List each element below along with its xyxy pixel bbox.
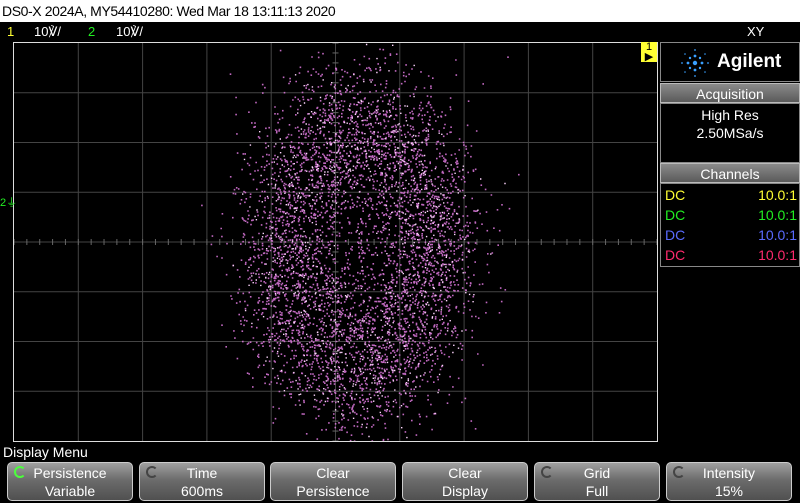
channel-probe: 10.0:1 <box>758 187 797 203</box>
channel-probe: 10.0:1 <box>758 207 797 223</box>
waveform-display[interactable] <box>13 42 658 442</box>
side-panel: Agilent Acquisition High Res 2.50MSa/s C… <box>660 42 800 272</box>
brand-logo: Agilent <box>660 42 800 82</box>
timebase-mode[interactable]: XY <box>747 24 765 39</box>
clear-display-softkey[interactable]: Clear Display <box>402 462 528 501</box>
ch2-number[interactable]: 2 <box>88 24 96 39</box>
intensity-softkey[interactable]: Intensity 15% <box>666 462 792 501</box>
channel-probe: 10.0:1 <box>758 227 797 243</box>
persistence-softkey[interactable]: Persistence Variable <box>7 462 133 501</box>
knob-icon <box>14 466 26 478</box>
channel-row: DC 10.0:1 <box>663 205 797 225</box>
channel-row: DC 10.0:1 <box>663 225 797 245</box>
channel-row: DC 10.0:1 <box>663 185 797 205</box>
ch1-number[interactable]: 1 <box>7 24 15 39</box>
agilent-spark-icon <box>681 49 709 77</box>
sample-rate: 2.50MSa/s <box>696 125 764 141</box>
xy-trace <box>201 48 520 441</box>
acquisition-box: High Res 2.50MSa/s <box>660 103 800 163</box>
knob-icon <box>146 466 158 478</box>
ch2-marker-label: 2 <box>0 197 7 209</box>
ch2-scale[interactable]: 10℣/ <box>116 24 143 39</box>
channel-row: DC 10.0:1 <box>663 245 797 265</box>
softkey-value: Persistence <box>296 483 370 499</box>
window-title: DS0-X 2024A, MY54410280: Wed Mar 18 13:1… <box>0 0 800 22</box>
time-softkey[interactable]: Time 600ms <box>139 462 265 501</box>
xy-trace-highlights <box>232 43 506 439</box>
channels-box: DC 10.0:1 DC 10.0:1 DC 10.0:1 DC 10.0:1 <box>660 183 800 267</box>
grid-softkey[interactable]: Grid Full <box>534 462 660 501</box>
menu-title: Display Menu <box>3 444 88 460</box>
softkey-label: Grid <box>583 465 611 481</box>
acquisition-mode: High Res <box>701 107 759 123</box>
brand-name: Agilent <box>717 51 782 72</box>
channel-coupling: DC <box>665 247 686 263</box>
softkey-value: Display <box>442 483 488 499</box>
channel-coupling: DC <box>665 207 686 223</box>
softkey-label: Time <box>186 465 218 481</box>
softkey-value: Variable <box>44 483 96 499</box>
ch2-ground-marker[interactable]: 2⏚ <box>0 197 18 209</box>
knob-icon <box>541 466 553 478</box>
ch1-marker-label: 1 <box>645 41 653 53</box>
channel-coupling: DC <box>665 187 686 203</box>
softkey-bar: Persistence Variable Time 600ms Clear Pe… <box>0 462 800 503</box>
channels-header: Channels <box>660 163 800 183</box>
softkey-value: Full <box>585 483 609 499</box>
softkey-value: 15% <box>714 483 744 499</box>
channel-probe: 10.0:1 <box>758 247 797 263</box>
softkey-value: 600ms <box>180 483 224 499</box>
channel-coupling: DC <box>665 227 686 243</box>
clear-persistence-softkey[interactable]: Clear Persistence <box>270 462 396 501</box>
channel-status-bar: 1 10℣/ 2 10℣/ XY <box>0 22 800 41</box>
xy-plot <box>14 43 657 441</box>
ch1-scale[interactable]: 10℣/ <box>34 24 61 39</box>
ch1-ground-marker[interactable]: 1 ▶ <box>641 41 657 63</box>
knob-icon <box>673 466 685 478</box>
softkey-label: Persistence <box>33 465 107 481</box>
softkey-label: Intensity <box>702 465 756 481</box>
acquisition-header: Acquisition <box>660 83 800 103</box>
softkey-label: Clear <box>316 465 350 481</box>
softkey-label: Clear <box>448 465 482 481</box>
